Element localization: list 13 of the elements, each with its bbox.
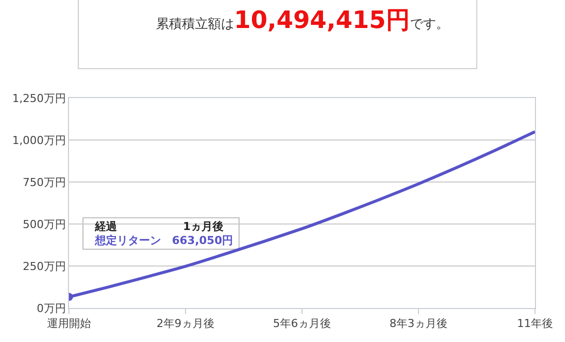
annotation: 経過 1ヵ月後 (94, 220, 224, 233)
y-tick-label: 1,250万円 (12, 92, 66, 105)
y-tick-label: 750万円 (22, 176, 66, 189)
annotation: 想定リターン 663,050円 (94, 234, 234, 247)
y-tick-label: 500万円 (22, 218, 66, 231)
x-tick-label: 11年後 (517, 317, 553, 330)
x-tick-label: 5年6ヵ月後 (273, 317, 331, 330)
x-tick-label: 運用開始 (47, 317, 91, 330)
y-tick-label: 1,000万円 (12, 134, 66, 147)
x-tick-label: 2年9ヵ月後 (156, 317, 214, 330)
y-tick-label: 250万円 (22, 260, 66, 273)
x-tick-label: 8年3ヵ月後 (390, 317, 448, 330)
y-tick-label: 0万円 (36, 302, 66, 315)
